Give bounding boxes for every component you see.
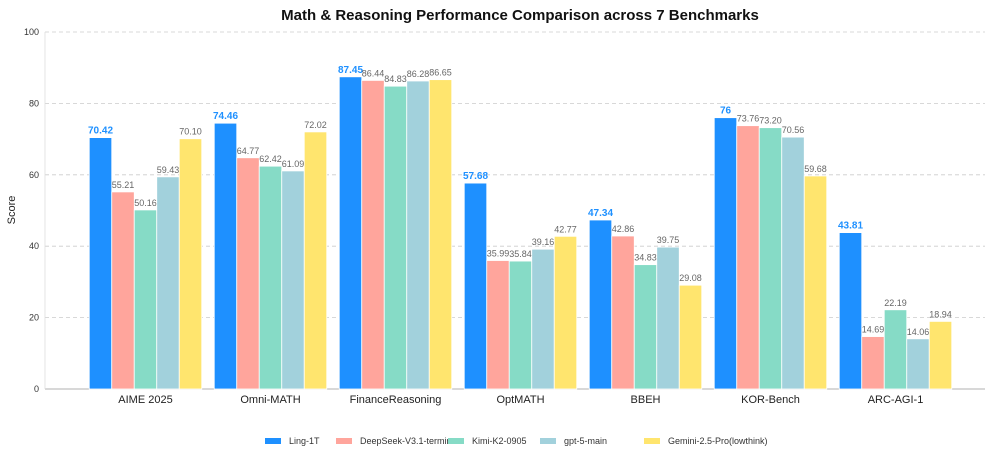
bar [531,248,555,390]
bar [361,80,385,390]
legend-swatch [540,438,556,444]
data-label: 59.68 [804,164,827,174]
bar [656,246,680,390]
data-label: 74.46 [213,111,238,122]
legend-label: DeepSeek-V3.1-terminus [360,436,462,446]
data-label: 14.69 [862,325,885,335]
legend-swatch [644,438,660,444]
bar [633,264,658,390]
bar [781,136,805,390]
bar [156,176,180,390]
y-tick-label: 0 [34,384,39,394]
x-tick-label: KOR-Bench [741,394,800,406]
data-label: 42.86 [612,224,635,234]
data-label: 22.19 [884,298,907,308]
bar [383,85,408,390]
data-label: 72.02 [304,120,327,130]
bar [508,260,533,390]
legend-label: Kimi-K2-0905 [472,436,527,446]
bar [758,127,783,390]
data-label: 50.16 [134,198,157,208]
bar [406,80,430,390]
y-axis-label: Score [6,196,18,225]
data-label: 42.77 [554,224,577,234]
bar [678,284,703,390]
bar [486,260,510,390]
chart-title: Math & Reasoning Performance Comparison … [281,7,759,24]
data-label: 86.44 [362,68,385,78]
data-label: 62.42 [259,154,282,164]
bar [88,137,113,390]
bar [236,157,260,390]
bar [428,79,453,390]
data-label: 34.83 [634,253,657,263]
legend-swatch [336,438,352,444]
data-label: 57.68 [463,171,488,182]
bar [713,117,738,390]
data-label: 84.83 [384,74,407,84]
data-label: 29.08 [679,273,702,283]
bar [906,338,930,390]
bar [838,232,863,390]
data-label: 18.94 [929,309,952,319]
data-label: 14.06 [907,327,930,337]
bar [303,131,328,390]
bar [178,138,203,390]
bar [736,125,760,390]
x-tick-label: ARC-AGI-1 [868,394,924,406]
data-label: 73.20 [759,116,782,126]
bar [588,219,613,390]
bar [928,320,953,390]
x-tick-label: FinanceReasoning [350,394,442,406]
bar [111,191,135,390]
legend-swatch [265,438,281,444]
bar [338,76,363,390]
bar [133,209,158,390]
legend-label: gpt-5-main [564,436,607,446]
bar [803,175,828,390]
data-label: 86.28 [407,69,430,79]
bar [611,235,635,390]
bar [213,122,238,390]
y-tick-label: 60 [29,170,39,180]
legend-label: Gemini-2.5-Pro(lowthink) [668,436,768,446]
data-label: 43.81 [838,221,863,232]
data-label: 73.76 [737,114,760,124]
data-label: 35.84 [509,249,532,259]
data-label: 70.56 [782,125,805,135]
bar [281,170,305,390]
data-label: 86.65 [429,68,452,78]
data-label: 64.77 [237,146,260,156]
data-label: 70.42 [88,126,113,137]
bar [258,165,283,390]
bar [861,336,885,390]
y-tick-label: 100 [24,27,39,37]
data-label: 61.09 [282,159,305,169]
x-tick-label: AIME 2025 [118,394,172,406]
y-tick-label: 80 [29,98,39,108]
data-label: 76 [720,106,732,117]
bar [463,182,488,390]
data-label: 59.43 [157,165,180,175]
x-tick-label: Omni-MATH [240,394,300,406]
x-tick-label: OptMATH [496,394,544,406]
x-tick-label: BBEH [631,394,661,406]
data-label: 35.99 [487,249,510,259]
data-label: 70.10 [179,127,202,137]
y-tick-label: 40 [29,241,39,251]
legend-label: Ling-1T [289,436,320,446]
bar [553,235,578,390]
data-label: 87.45 [338,65,363,76]
bar [883,309,908,390]
data-label: 55.21 [112,180,135,190]
y-tick-label: 20 [29,313,39,323]
data-label: 39.75 [657,235,680,245]
data-label: 39.16 [532,237,555,247]
legend-swatch [448,438,464,444]
data-label: 47.34 [588,208,613,219]
